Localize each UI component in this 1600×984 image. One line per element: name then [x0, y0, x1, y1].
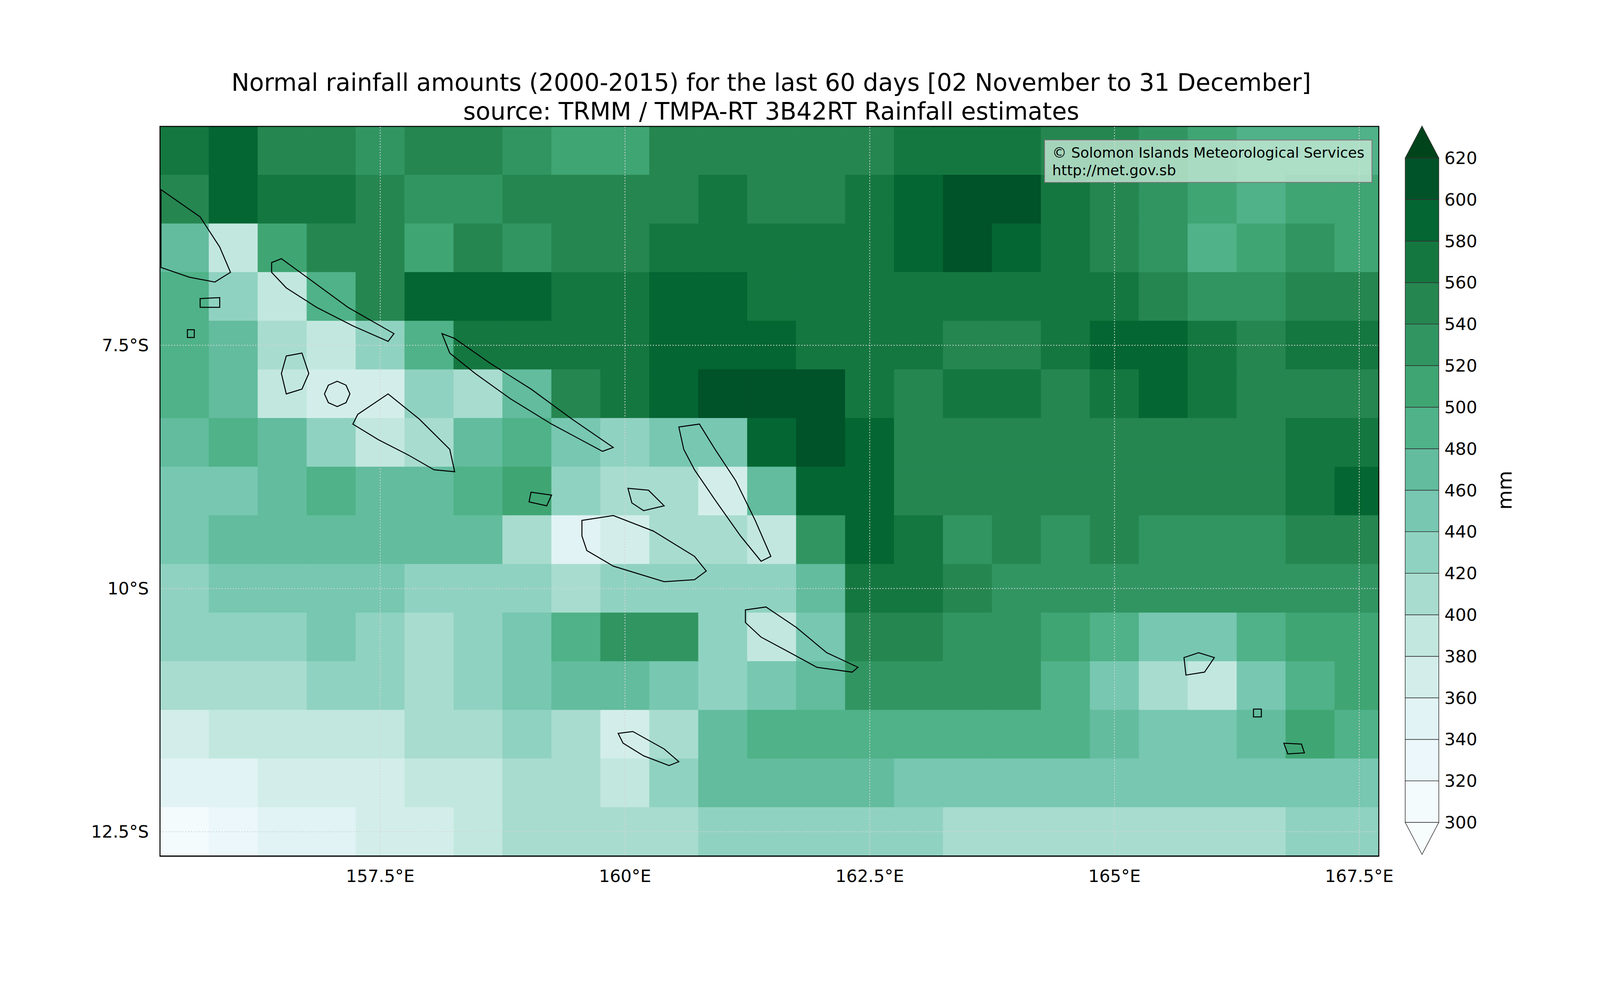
svg-text:167.5°E: 167.5°E: [1324, 866, 1394, 886]
svg-text:620: 620: [1444, 148, 1478, 168]
svg-text:300: 300: [1444, 812, 1478, 833]
svg-text:420: 420: [1444, 563, 1478, 584]
svg-text:380: 380: [1444, 646, 1478, 667]
svg-text:340: 340: [1444, 729, 1478, 750]
svg-text:© Solomon Islands Meteorologic: © Solomon Islands Meteorological Service…: [1052, 144, 1365, 161]
svg-text:165°E: 165°E: [1088, 866, 1141, 886]
svg-text:560: 560: [1444, 272, 1478, 293]
svg-text:162.5°E: 162.5°E: [835, 866, 904, 886]
svg-text:520: 520: [1444, 355, 1478, 376]
svg-text:320: 320: [1444, 770, 1478, 791]
svg-text:440: 440: [1444, 521, 1478, 542]
svg-text:mm: mm: [1493, 470, 1517, 510]
svg-text:160°E: 160°E: [598, 866, 652, 886]
svg-text:http://met.gov.sb: http://met.gov.sb: [1052, 162, 1176, 179]
svg-text:480: 480: [1444, 438, 1478, 459]
svg-text:12.5°S: 12.5°S: [90, 821, 149, 842]
svg-text:7.5°S: 7.5°S: [102, 335, 149, 356]
svg-text:460: 460: [1444, 480, 1478, 501]
svg-text:360: 360: [1444, 688, 1478, 708]
svg-text:157.5°E: 157.5°E: [346, 866, 415, 886]
svg-text:400: 400: [1444, 604, 1478, 625]
svg-text:Normal rainfall amounts (2000-: Normal rainfall amounts (2000-2015) for …: [231, 68, 1311, 97]
svg-text:540: 540: [1444, 314, 1478, 334]
svg-text:600: 600: [1444, 189, 1478, 210]
svg-text:580: 580: [1444, 231, 1478, 252]
svg-text:source: TRMM / TMPA-RT 3B42RT: source: TRMM / TMPA-RT 3B42RT Rainfall e…: [463, 97, 1080, 126]
svg-text:500: 500: [1444, 397, 1478, 418]
svg-text:10°S: 10°S: [107, 578, 149, 599]
